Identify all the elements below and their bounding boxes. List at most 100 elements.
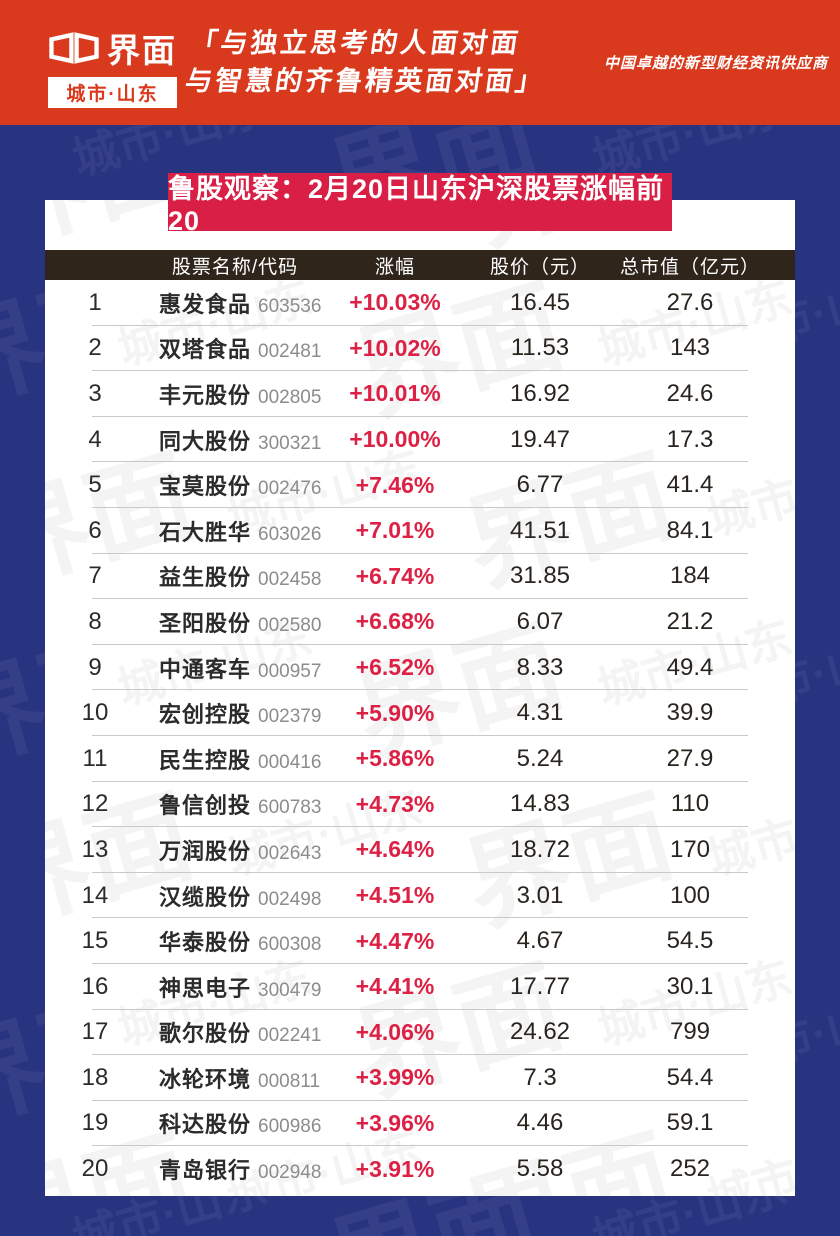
table-row: 20 青岛银行 002948 +3.91% 5.58 252 — [45, 1146, 795, 1192]
stock-name: 双塔食品 — [159, 337, 252, 363]
change-cell: +5.86% — [355, 745, 435, 772]
market-cap-cell: 24.6 — [666, 379, 714, 407]
stock-name: 青岛银行 — [159, 1158, 252, 1184]
jiemian-logo: 界面 城市·山东 — [48, 24, 177, 108]
change-cell: +6.68% — [355, 608, 435, 635]
quote-line-1: 「与独立思考的人面对面 — [188, 28, 523, 58]
name-code-cell: 神思电子 300479 — [145, 971, 325, 1003]
top-banner: 界面 城市·山东 「与独立思考的人面对面 与智慧的齐鲁精英面对面」 中国卓越的新… — [0, 0, 840, 125]
price-cell: 5.58 — [516, 1155, 564, 1183]
name-code-cell: 华泰股份 600308 — [145, 925, 325, 957]
stock-name: 冰轮环境 — [159, 1066, 252, 1092]
price-cell: 4.31 — [516, 699, 564, 727]
stock-name: 鲁信创投 — [159, 793, 252, 819]
rank-cell: 17 — [81, 1018, 109, 1046]
change-cell: +10.00% — [349, 426, 441, 453]
price-cell: 16.92 — [509, 379, 571, 407]
market-cap-cell: 39.9 — [666, 699, 714, 727]
logo-row: 界面 — [48, 24, 177, 72]
market-cap-cell: 799 — [669, 1018, 711, 1046]
name-code-cell: 丰元股份 002805 — [145, 378, 325, 410]
change-cell: +10.02% — [349, 334, 441, 361]
change-cell: +5.90% — [355, 699, 435, 726]
stock-code: 002481 — [258, 341, 322, 363]
stock-code: 002580 — [258, 614, 322, 636]
table-body: 1 惠发食品 603536 +10.03% 16.45 27.6 2 双塔食品 002481 +1… — [45, 280, 795, 1192]
change-cell: +7.01% — [355, 517, 435, 544]
table-row: 1 惠发食品 603536 +10.03% 16.45 27.6 — [45, 280, 795, 326]
stock-table: 股票名称/代码 涨幅 股价（元） 总市值（亿元） 1 惠发食品 603536 +10.… — [45, 250, 795, 1192]
logo-subtitle: 城市·山东 — [48, 77, 177, 108]
change-cell: +4.06% — [355, 1018, 435, 1045]
stock-code: 002805 — [258, 386, 322, 408]
stock-name: 神思电子 — [159, 975, 252, 1001]
change-cell: +10.03% — [349, 289, 441, 316]
banner-quote: 「与独立思考的人面对面 与智慧的齐鲁精英面对面」 — [183, 24, 554, 100]
stock-name: 石大胜华 — [159, 519, 252, 545]
name-code-cell: 同大股份 300321 — [145, 424, 325, 456]
stock-code: 000957 — [258, 660, 322, 682]
stock-name: 科达股份 — [159, 1112, 252, 1138]
table-row: 5 宝莫股份 002476 +7.46% 6.77 41.4 — [45, 462, 795, 508]
stock-name: 宏创控股 — [159, 702, 252, 728]
table-row: 9 中通客车 000957 +6.52% 8.33 49.4 — [45, 645, 795, 691]
change-cell: +3.99% — [355, 1064, 435, 1091]
price-cell: 4.67 — [516, 927, 564, 955]
report-title-bar: 鲁股观察：2月20日山东沪深股票涨幅前20 — [168, 173, 672, 236]
name-code-cell: 圣阳股份 002580 — [145, 606, 325, 638]
market-cap-cell: 17.3 — [666, 425, 714, 453]
rank-cell: 15 — [81, 927, 109, 955]
stock-code: 002498 — [258, 888, 322, 910]
rank-cell: 2 — [88, 334, 102, 362]
rank-cell: 11 — [82, 744, 108, 772]
header-name-code: 股票名称/代码 — [171, 256, 299, 278]
price-cell: 31.85 — [509, 562, 571, 590]
table-row: 16 神思电子 300479 +4.41% 17.77 30.1 — [45, 964, 795, 1010]
name-code-cell: 歌尔股份 002241 — [145, 1016, 325, 1048]
price-cell: 16.45 — [509, 288, 571, 316]
rank-cell: 13 — [81, 835, 109, 863]
rank-cell: 10 — [81, 699, 109, 727]
market-cap-cell: 170 — [669, 835, 711, 863]
name-code-cell: 惠发食品 603536 — [145, 287, 325, 319]
market-cap-cell: 184 — [669, 562, 711, 590]
table-row: 15 华泰股份 600308 +4.47% 4.67 54.5 — [45, 918, 795, 964]
stock-code: 000811 — [258, 1070, 321, 1092]
table-row: 12 鲁信创投 600783 +4.73% 14.83 110 — [45, 782, 795, 828]
name-code-cell: 科达股份 600986 — [145, 1107, 325, 1139]
price-cell: 5.24 — [516, 744, 564, 772]
change-cell: +10.01% — [349, 380, 441, 407]
table-row: 8 圣阳股份 002580 +6.68% 6.07 21.2 — [45, 599, 795, 645]
name-code-cell: 鲁信创投 600783 — [145, 788, 325, 820]
price-cell: 41.51 — [509, 516, 571, 544]
table-row: 3 丰元股份 002805 +10.01% 16.92 24.6 — [45, 371, 795, 417]
stock-name: 圣阳股份 — [159, 610, 252, 636]
rank-cell: 9 — [88, 653, 102, 681]
stock-code: 300479 — [258, 979, 322, 1001]
name-code-cell: 益生股份 002458 — [145, 560, 325, 592]
market-cap-cell: 49.4 — [666, 653, 714, 681]
rank-cell: 4 — [88, 425, 102, 453]
stock-name: 汉缆股份 — [159, 884, 252, 910]
change-cell: +4.64% — [355, 836, 435, 863]
name-code-cell: 万润股份 002643 — [145, 834, 325, 866]
quote-line-2: 与智慧的齐鲁精英面对面」 — [183, 66, 548, 96]
stock-name: 歌尔股份 — [159, 1021, 252, 1047]
table-row: 14 汉缆股份 002498 +4.51% 3.01 100 — [45, 873, 795, 919]
header-price: 股价（元） — [489, 256, 590, 278]
rank-cell: 19 — [81, 1109, 109, 1137]
change-cell: +4.47% — [355, 927, 435, 954]
header-market-cap: 总市值（亿元） — [619, 256, 760, 278]
market-cap-cell: 30.1 — [666, 972, 714, 1000]
rank-cell: 16 — [81, 972, 109, 1000]
rank-cell: 1 — [88, 288, 102, 316]
rank-cell: 7 — [88, 562, 102, 590]
table-row: 6 石大胜华 603026 +7.01% 41.51 84.1 — [45, 508, 795, 554]
price-cell: 11.53 — [510, 334, 570, 362]
table-row: 13 万润股份 002643 +4.64% 18.72 170 — [45, 827, 795, 873]
table-header-row: 股票名称/代码 涨幅 股价（元） 总市值（亿元） — [45, 250, 795, 280]
stock-code: 600783 — [258, 797, 322, 819]
table-row: 4 同大股份 300321 +10.00% 19.47 17.3 — [45, 417, 795, 463]
stock-name: 益生股份 — [159, 565, 252, 591]
market-cap-cell: 21.2 — [666, 607, 714, 635]
